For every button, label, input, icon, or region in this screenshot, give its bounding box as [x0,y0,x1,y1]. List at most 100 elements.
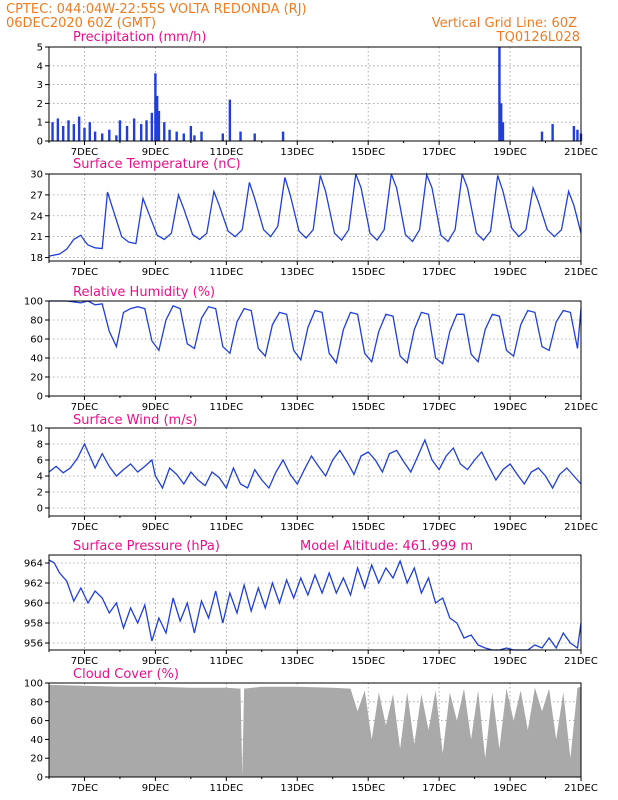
pressure-xtick-label: 9DEC [142,656,169,667]
pressure-frame [48,554,582,651]
cloud-xtick-label: 11DEC [209,783,243,794]
temp-panel: Surface Temperature (nC) 18 21 24 27 30 7DEC 9D… [30,157,598,278]
wind-series-line [48,438,582,490]
temp-xtick-label: 17DEC [422,267,456,278]
temp-ytick-label: 21 [30,232,43,243]
precip-bar [56,118,60,141]
precip-bar [576,129,579,141]
wind-ytick-label: 6 [37,456,43,467]
precip-xtick-label: 9DEC [142,147,169,158]
precip-panel: Precipitation (mm/h) 0 1 2 3 4 5 7DEC 9DEC 11DEC 1… [37,30,598,158]
wind-title: Surface Wind (m/s) [73,413,197,428]
precip-bar [93,131,97,141]
precip-bar [154,73,157,141]
wind-ytick-label: 4 [37,472,43,483]
precip-bar [281,131,285,141]
pressure-xtick-label: 21DEC [564,656,598,667]
pressure-ytick-label: 960 [24,599,43,610]
precip-bar [83,127,86,141]
precip-bar [145,120,148,141]
precip-bar [140,124,143,141]
wind-xtick-label: 19DEC [493,522,527,533]
precip-bar [168,129,171,141]
precip-bar [182,133,185,141]
humidity-panel: Relative Humidity (%) 0 20 40 60 80 100 7DEC 9DE… [24,285,598,413]
precip-bar [150,112,154,141]
cloud-xtick-label: 13DEC [280,783,314,794]
humidity-xtick-label: 17DEC [422,402,456,413]
cloud-panel: Cloud Cover (%) 0 20 40 60 80 100 7DEC 9DEC 11DEC… [24,667,598,794]
wind-xtick-label: 15DEC [351,522,385,533]
precip-ytick-label: 3 [37,80,43,91]
cloud-ytick-label: 20 [30,754,43,765]
precip-bar [118,120,122,141]
precip-xtick-label: 21DEC [564,147,598,158]
precip-bar [189,125,193,141]
precip-bar [498,47,501,141]
temp-ytick-label: 30 [30,170,43,181]
cloud-frame [48,682,582,778]
humidity-title: Relative Humidity (%) [73,285,215,300]
wind-xtick-label: 9DEC [142,522,169,533]
cloud-xtick-label: 21DEC [564,783,598,794]
temp-xtick-label: 19DEC [493,267,527,278]
precip-frame [48,46,582,142]
wind-panel: Surface Wind (m/s) 0 2 4 6 8 10 7DEC 9DEC 11DEC 13… [30,413,598,533]
wind-xtick-label: 7DEC [71,522,98,533]
panels: Precipitation (mm/h) 0 1 2 3 4 5 7DEC 9DEC 11DEC 1… [24,30,598,794]
humidity-ytick-label: 40 [30,354,43,365]
humidity-ytick-label: 80 [30,316,43,327]
temp-xtick-label: 11DEC [209,267,243,278]
cloud-xtick-label: 17DEC [422,783,456,794]
precip-bar [125,125,129,141]
pressure-ytick-label: 964 [24,559,43,570]
model-code: TQ0126L028 [496,30,580,45]
cloud-ytick-label: 80 [30,697,43,708]
precip-title: Precipitation (mm/h) [73,30,206,45]
temp-xtick-label: 21DEC [564,267,598,278]
precip-bar [193,135,196,141]
cloud-xtick-label: 7DEC [71,783,98,794]
precip-bar [61,125,65,141]
precip-ytick-label: 4 [37,61,43,72]
precip-bar [115,135,118,141]
cloud-area [49,684,581,777]
humidity-xtick-label: 7DEC [71,402,98,413]
pressure-xtick-label: 19DEC [493,656,527,667]
pressure-xtick-label: 17DEC [422,656,456,667]
cloud-xtick-label: 15DEC [351,783,385,794]
humidity-xtick-label: 15DEC [351,402,385,413]
humidity-xtick-label: 19DEC [493,402,527,413]
cloud-ytick-label: 40 [30,735,43,746]
precip-bar [108,129,111,141]
precip-bar [157,110,161,141]
precip-xtick-label: 13DEC [280,147,314,158]
humidity-xtick-label: 9DEC [142,402,169,413]
precip-bar [88,122,91,141]
pressure-ytick-label: 958 [24,619,43,630]
precip-bar [132,118,136,141]
wind-xtick-label: 13DEC [280,522,314,533]
temp-series-line [48,172,582,257]
precip-bar [163,122,166,141]
precip-bar [572,125,576,141]
precip-xtick-label: 17DEC [422,147,456,158]
cloud-xtick-label: 9DEC [142,783,169,794]
precip-ytick-label: 2 [37,99,43,110]
humidity-ytick-label: 20 [30,373,43,384]
precip-xtick-label: 11DEC [209,147,243,158]
wind-xtick-label: 17DEC [422,522,456,533]
precip-xtick-label: 7DEC [71,147,98,158]
temp-title: Surface Temperature (nC) [73,157,241,172]
pressure-annotation: Model Altitude: 461.999 m [300,539,473,554]
run-date: 06DEC2020 60Z (GMT) [6,16,156,31]
temp-frame [48,173,582,262]
wind-frame [48,427,582,517]
wind-xtick-label: 11DEC [209,522,243,533]
station-header: CPTEC: 044:04W-22:55S VOLTA REDONDA (RJ) [6,2,307,17]
precip-ytick-label: 0 [37,137,43,148]
cloud-xtick-label: 19DEC [493,783,527,794]
precip-bar [77,116,81,141]
temp-ytick-label: 24 [30,211,43,222]
